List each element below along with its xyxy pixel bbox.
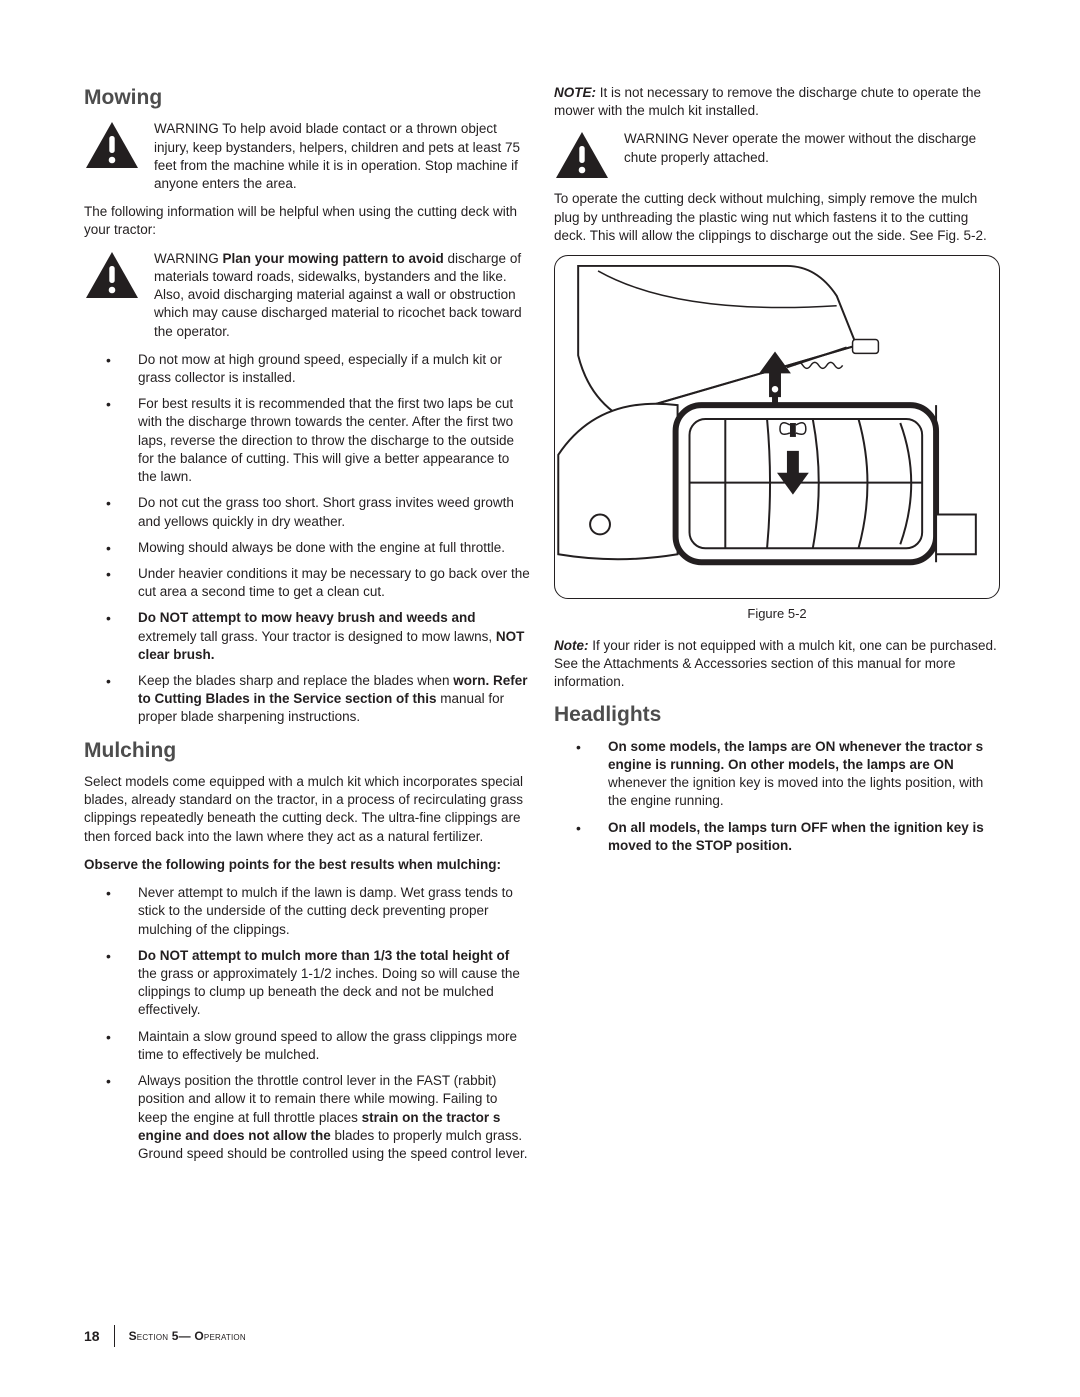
note-1-label: NOTE:: [554, 85, 596, 100]
mowing-bullets: Do not mow at high ground speed, especia…: [84, 351, 530, 727]
bullet-bold: Do NOT attempt to mulch more than 1/3 th…: [138, 948, 509, 963]
warning-2-prefix: WARNING: [154, 251, 219, 266]
warning-icon: [554, 130, 610, 180]
warning-block-2: WARNING Plan your mowing pattern to avoi…: [84, 250, 530, 341]
warning-2-text: WARNING Plan your mowing pattern to avoi…: [154, 250, 530, 341]
heading-mulching: Mulching: [84, 737, 530, 765]
headlights-bullets: On some models, the lamps are ON wheneve…: [554, 738, 1000, 855]
figure-caption: Figure 5-2: [554, 605, 1000, 623]
bullet-text: Do not cut the grass too short. Short gr…: [138, 495, 514, 528]
note-1: NOTE: It is not necessary to remove the …: [554, 84, 1000, 120]
note-2-body: If your rider is not equipped with a mul…: [554, 638, 997, 689]
right-column: NOTE: It is not necessary to remove the …: [554, 84, 1000, 1173]
list-item: On all models, the lamps turn OFF when t…: [554, 819, 1000, 855]
list-item: Do not mow at high ground speed, especia…: [84, 351, 530, 387]
warning-icon: [84, 120, 140, 193]
operate-text: To operate the cutting deck without mulc…: [554, 190, 1000, 245]
bullet-bold: Do NOT attempt to mow heavy brush and we…: [138, 610, 476, 625]
bullet-bold: On some models, the lamps are ON wheneve…: [608, 739, 983, 772]
footer-section: Section 5— Operation: [129, 1328, 246, 1344]
mulching-intro: Select models come equipped with a mulch…: [84, 773, 530, 846]
bullet-text: For best results it is recommended that …: [138, 396, 514, 484]
note-1-body: It is not necessary to remove the discha…: [554, 85, 981, 118]
note-2-label: Note:: [554, 638, 589, 653]
list-item: Always position the throttle control lev…: [84, 1072, 530, 1163]
page-footer: 18 Section 5— Operation: [84, 1325, 246, 1347]
list-item: Do NOT attempt to mow heavy brush and we…: [84, 609, 530, 664]
bullet-text: extremely tall grass. Your tractor is de…: [138, 629, 496, 644]
list-item: Do NOT attempt to mulch more than 1/3 th…: [84, 947, 530, 1020]
warning-1-prefix: WARNING: [154, 121, 219, 136]
list-item: Mowing should always be done with the en…: [84, 539, 530, 557]
mowing-intro: The following information will be helpfu…: [84, 203, 530, 239]
bullet-text: Keep the blades sharp and replace the bl…: [138, 673, 453, 688]
bullet-text: Maintain a slow ground speed to allow th…: [138, 1029, 517, 1062]
note-2: Note: If your rider is not equipped with…: [554, 637, 1000, 692]
warning-2-bold: Plan your mowing pattern to avoid: [219, 251, 444, 266]
warning-3-text: WARNING Never operate the mower without …: [624, 130, 1000, 180]
page-number: 18: [84, 1327, 100, 1346]
figure-5-2: [554, 255, 1000, 599]
warning-block-3: WARNING Never operate the mower without …: [554, 130, 1000, 180]
bullet-text: the grass or approximately 1-1/2 inches.…: [138, 966, 520, 1017]
bullet-text: Do not mow at high ground speed, especia…: [138, 352, 502, 385]
mulching-observe: Observe the following points for the bes…: [84, 856, 530, 874]
mulching-bullets: Never attempt to mulch if the lawn is da…: [84, 884, 530, 1163]
footer-separator: [114, 1325, 115, 1347]
list-item: Keep the blades sharp and replace the bl…: [84, 672, 530, 727]
list-item: On some models, the lamps are ON wheneve…: [554, 738, 1000, 811]
warning-block-1: WARNING To help avoid blade contact or a…: [84, 120, 530, 193]
left-column: Mowing WARNING To help avoid blade conta…: [84, 84, 530, 1173]
bullet-text: Under heavier conditions it may be neces…: [138, 566, 530, 599]
bullet-text: Mowing should always be done with the en…: [138, 540, 505, 555]
warning-3-prefix: WARNING: [624, 131, 689, 146]
heading-mowing: Mowing: [84, 84, 530, 112]
heading-headlights: Headlights: [554, 701, 1000, 729]
list-item: For best results it is recommended that …: [84, 395, 530, 486]
warning-icon: [84, 250, 140, 341]
list-item: Do not cut the grass too short. Short gr…: [84, 494, 530, 530]
list-item: Never attempt to mulch if the lawn is da…: [84, 884, 530, 939]
bullet-text: whenever the ignition key is moved into …: [608, 775, 983, 808]
warning-1-text: WARNING To help avoid blade contact or a…: [154, 120, 530, 193]
list-item: Maintain a slow ground speed to allow th…: [84, 1028, 530, 1064]
bullet-bold: On all models, the lamps turn OFF when t…: [608, 820, 984, 853]
list-item: Under heavier conditions it may be neces…: [84, 565, 530, 601]
bullet-text: Never attempt to mulch if the lawn is da…: [138, 885, 513, 936]
page-columns: Mowing WARNING To help avoid blade conta…: [84, 84, 1000, 1173]
